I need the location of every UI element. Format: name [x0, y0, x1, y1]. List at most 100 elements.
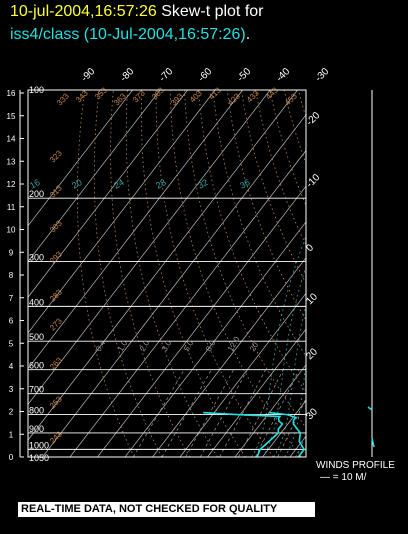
station-dot: . — [245, 26, 251, 43]
left-axis-label: 2 — [9, 408, 14, 417]
saturated-adiabat — [251, 235, 306, 457]
dry-adiabat-label: 263 — [48, 355, 64, 371]
isotherm — [289, 435, 306, 457]
quality-banner: REAL-TIME DATA, NOT CHECKED FOR QUALITY — [18, 502, 315, 517]
winds-profile-label: WINDS PROFILE — [316, 460, 395, 471]
dry-adiabat — [269, 90, 306, 207]
right-temp-label: -20 — [304, 110, 322, 128]
isotherm — [124, 221, 306, 457]
grid-labels: -90 -80 -70 -60 -50 -40 -30-20-100102030243253… — [28, 66, 332, 446]
diagram-grid — [28, 90, 408, 457]
right-temp-label: -10 — [304, 172, 322, 190]
top-temp-label: -50 — [235, 66, 253, 84]
isotherm — [179, 292, 306, 457]
pressure-label: 1050 — [29, 453, 49, 463]
isotherm — [28, 90, 216, 334]
dry-adiabat-label: 403 — [188, 88, 204, 104]
left-axis-label: 16 — [7, 89, 16, 98]
pressure-label: 500 — [29, 332, 44, 342]
isotherm — [28, 90, 243, 370]
left-axis-label: 7 — [9, 294, 14, 303]
left-axis-label: 12 — [7, 180, 16, 189]
pressure-label: 300 — [29, 252, 44, 262]
dry-adiabat — [341, 90, 408, 457]
wind-barb — [371, 437, 375, 448]
dry-adiabat-label: 443 — [264, 85, 280, 101]
left-axis-label: 1 — [9, 430, 14, 439]
temperature-profile — [269, 411, 306, 457]
dry-adiabat-label: 333 — [55, 91, 71, 107]
dry-adiabat — [241, 90, 306, 284]
station-line: iss4/class (10-Jul-2004,16:57:26). — [10, 26, 250, 44]
saturated-adiabat — [307, 198, 378, 457]
right-temp-label: 20 — [304, 346, 320, 362]
isotherm — [69, 149, 306, 457]
dry-adiabat — [355, 90, 408, 457]
right-temp-label: 10 — [304, 291, 320, 307]
pressure-label: 400 — [29, 297, 44, 307]
top-temp-label: -30 — [313, 66, 331, 84]
dewpoint-profile — [203, 411, 284, 457]
isotherm — [207, 328, 306, 457]
left-axis-label: 14 — [7, 135, 16, 144]
sounding-profiles — [203, 411, 306, 457]
dry-adiabat — [370, 90, 408, 457]
top-temp-label: -40 — [274, 66, 292, 84]
pressure-label: 200 — [29, 189, 44, 199]
dry-adiabat — [226, 90, 306, 321]
dry-adiabat-label: 433 — [245, 88, 261, 104]
mixing-ratio-line — [132, 369, 185, 457]
dry-adiabat-label: 373 — [131, 88, 147, 104]
mixing-ratio-line — [161, 369, 212, 457]
dry-adiabat-label: 383 — [150, 85, 166, 101]
dry-adiabat — [141, 90, 246, 457]
dry-adiabat — [313, 90, 408, 457]
left-axis-label: 15 — [7, 112, 16, 121]
left-axis-label: 0 — [9, 453, 14, 462]
left-axis-label: 9 — [9, 248, 14, 257]
dry-adiabat-label: 393 — [169, 91, 185, 107]
dry-adiabat — [255, 90, 306, 246]
dry-adiabat-label: 323 — [48, 148, 64, 164]
dry-adiabat-label: 283 — [48, 287, 64, 303]
winds-profile-panel — [367, 90, 375, 457]
left-axis-label: 10 — [7, 226, 16, 235]
left-axis-label: 3 — [9, 385, 14, 394]
dry-adiabat — [398, 90, 408, 457]
isotherm — [97, 185, 306, 457]
dry-adiabat — [169, 90, 302, 457]
dry-adiabat-label: 293 — [48, 249, 64, 265]
isotherm — [345, 90, 408, 457]
mixing-ratio-label: 3.0 — [160, 338, 174, 353]
dry-adiabat — [93, 90, 163, 457]
isotherm — [318, 90, 408, 457]
dry-adiabat — [327, 90, 408, 457]
left-axis-label: 5 — [9, 339, 14, 348]
top-temp-label: -80 — [118, 66, 136, 84]
pressure-label: 700 — [29, 385, 44, 395]
station-text: iss4/class (10-Jul-2004,16:57:26) — [10, 26, 246, 43]
saturated-adiabat-label: 24 — [112, 177, 126, 191]
dry-adiabat-label: 413 — [207, 85, 223, 101]
pressure-label: 1000 — [29, 440, 49, 450]
pressure-label: 600 — [29, 361, 44, 371]
dry-adiabat — [155, 90, 274, 457]
isotherm — [28, 90, 271, 405]
saturated-adiabat — [262, 265, 306, 457]
isotherm — [234, 364, 306, 457]
saturated-adiabat-label: 32 — [196, 177, 210, 191]
mixing-ratio-label: 0.4 — [94, 338, 108, 353]
dry-adiabat — [77, 90, 135, 457]
plot-frame — [27, 89, 307, 458]
dry-adiabat-label: 353 — [93, 85, 109, 101]
saturated-adiabat-label: 28 — [154, 177, 168, 191]
title-datetime: 10-jul-2004,16:57:26 — [10, 3, 157, 20]
winds-profile-scale: — = 10 M/ — [320, 472, 367, 483]
title-suffix: Skew-t plot for — [161, 3, 264, 20]
saturated-adiabat-label: 16 — [28, 177, 42, 191]
saturated-adiabat-label: 20 — [70, 177, 84, 191]
left-axis-label: 6 — [9, 317, 14, 326]
